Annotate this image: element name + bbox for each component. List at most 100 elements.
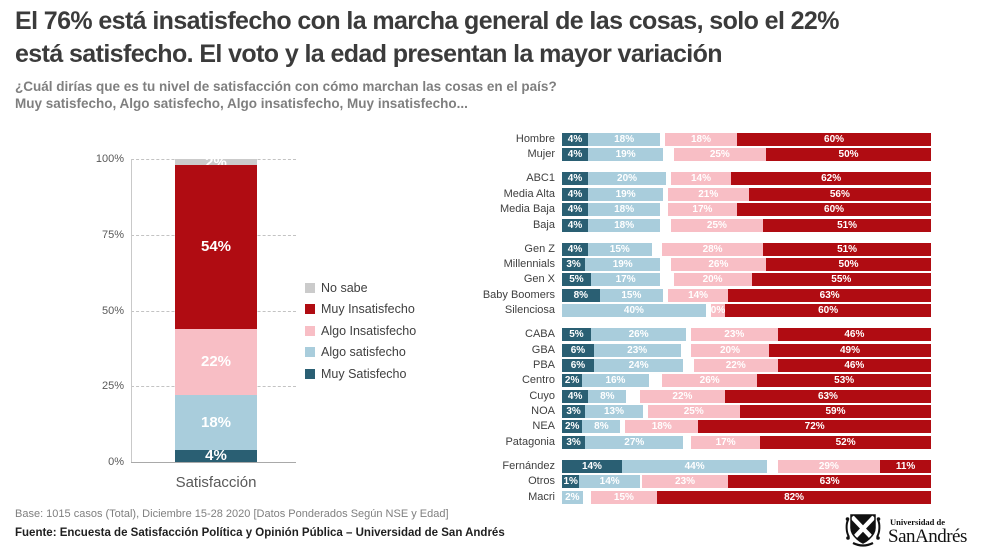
legend-item-no-sabe: No sabe: [305, 281, 416, 295]
row-bar: 5% 26% 23% 46%: [562, 328, 932, 342]
bar-segment-muy-insatisfecho: 11%: [880, 459, 931, 473]
bar-segment-muy-insatisfecho: 62%: [731, 172, 931, 186]
bar-segment-value: 0%: [710, 305, 726, 317]
bar-segment-value: 23%: [675, 476, 696, 488]
row-label: GBA: [531, 343, 555, 356]
row-group-nse: ABC1 4% 20% 14% 62% Media Alta 4% 19% 21% 56% Medi…: [460, 172, 932, 232]
bar-segment-muy-satisfecho: 4%: [562, 218, 589, 232]
row-group-region: CABA 5% 26% 23% 46% GBA 6% 23% 20% 49% PBA 6% 24% 22%…: [460, 328, 932, 449]
bar-segment-value: 63%: [819, 476, 840, 488]
row-bar: 6% 23% 20% 49%: [562, 343, 931, 357]
chart-row-cuyo: Cuyo 4% 8% 22% 63%: [460, 389, 931, 403]
bar-gap: [660, 257, 671, 271]
bar-segment-muy-satisfecho: 1%: [562, 475, 580, 489]
bar-segment-algo-insatisfecho: 25%: [670, 218, 764, 232]
header: El 76% está insatisfecho con la marcha g…: [15, 5, 980, 112]
bar-segment-algo-satisfecho: 19%: [588, 187, 664, 201]
row-bar: 3% 13% 25% 59%: [562, 405, 932, 419]
logo-text-small: Universidad de: [890, 517, 946, 527]
row-group-edad: Gen Z 4% 15% 28% 51% Millennials 3% 19% 26% 50% Ge…: [460, 242, 932, 318]
bar-segment-value: 18%: [200, 414, 232, 432]
legend-label: Algo satisfecho: [321, 345, 406, 360]
legend-item-muy-insatisfecho: Muy Insatisfecho: [305, 302, 416, 316]
bar-segment-value: 19%: [612, 258, 633, 270]
bar-segment-algo-insatisfecho: 0%: [710, 304, 726, 318]
bar-segment-value: 13%: [604, 406, 625, 418]
bar-segment-value: 14%: [599, 476, 620, 488]
row-label: Otros: [528, 475, 555, 488]
segment-breakdown-bar-chart: Hombre 4% 18% 18% 60% Mujer 4% 19% 25% 50% ABC1 4% 2…: [460, 133, 932, 515]
bar-segment-algo-satisfecho: 24%: [593, 358, 684, 372]
chart-row-media-baja: Media Baja 4% 18% 17% 60%: [460, 203, 931, 217]
bar-gap: [686, 328, 691, 342]
satisfaction-stacked-bar: 2% 54% 22% 18% 4%: [175, 155, 257, 465]
row-label: Silenciosa: [504, 304, 555, 317]
bar-segment-algo-satisfecho: 20%: [588, 172, 667, 186]
bar-segment-value: 29%: [818, 460, 839, 472]
bar-segment-value: 20%: [702, 274, 723, 286]
bar-segment-muy-satisfecho: 4%: [562, 148, 589, 162]
bar-segment-value: 5%: [569, 329, 584, 341]
bar-gap: [639, 475, 642, 489]
bar-segment-value: 22%: [672, 390, 693, 402]
bar-segment-algo-satisfecho: 19%: [585, 257, 661, 271]
bar-segment-algo-insatisfecho: 22%: [639, 389, 725, 403]
bar-segment-algo-satisfecho: 18%: [588, 218, 661, 232]
bar-segment-algo-satisfecho: 17%: [590, 273, 661, 287]
bar-segment-value: 20%: [719, 344, 740, 356]
bar-segment-value: 46%: [844, 329, 865, 341]
row-bar: 4% 19% 25% 50%: [562, 148, 932, 162]
bar-segment-algo-insatisfecho: 29%: [777, 459, 881, 473]
bar-segment-value: 50%: [838, 149, 859, 161]
bar-segment-muy-insatisfecho: 60%: [725, 304, 931, 318]
bar-segment-muy-insatisfecho: 56%: [748, 187, 932, 201]
bar-segment-value: 4%: [567, 204, 583, 216]
bar-segment-muy-insatisfecho: 63%: [728, 475, 931, 489]
chart-row-silenciosa: Silenciosa 40% 0% 60%: [460, 304, 931, 318]
bar-segment-algo-satisfecho: 15%: [599, 288, 664, 302]
bar-segment-algo-satisfecho: 15%: [588, 242, 652, 256]
y-tick-label-25: 25%: [101, 380, 124, 393]
chart-row-pba: PBA 6% 24% 22% 46%: [460, 358, 931, 372]
bar-segment-value: 8%: [594, 421, 609, 433]
row-bar: 4% 18% 25% 51%: [562, 218, 931, 232]
bar-segment-value: 59%: [825, 406, 846, 418]
bar-segment-value: 51%: [837, 243, 858, 255]
chart-row-baby-boomers: Baby Boomers 8% 15% 14% 63%: [460, 288, 931, 302]
bar-segment-value: 49%: [839, 344, 860, 356]
chart-row-baja: Baja 4% 18% 25% 51%: [460, 218, 931, 232]
chart-row-gba: GBA 6% 23% 20% 49%: [460, 343, 931, 357]
subtitle: ¿Cuál dirías que es tu nivel de satisfac…: [15, 78, 980, 112]
bar-gap: [767, 459, 778, 473]
row-bar: 4% 20% 14% 62%: [562, 172, 931, 186]
bar-segment-value: 4%: [205, 447, 227, 465]
legend-swatch-icon: [305, 304, 315, 315]
bar-segment-value: 26%: [708, 258, 729, 270]
footer-source-note: Fuente: Encuesta de Satisfacción Polític…: [15, 527, 505, 539]
bar-segment-muy-insatisfecho: 63%: [724, 389, 931, 403]
logo-text-large: SanAndrés: [888, 526, 967, 547]
bar-segment-algo-satisfecho: 27%: [585, 435, 684, 449]
footer: Base: 1015 casos (Total), Diciembre 15-2…: [15, 507, 505, 540]
bar-segment-value: 62%: [821, 173, 842, 185]
bar-segment-value: 25%: [709, 149, 730, 161]
legend-item-algo-insatisfecho: Algo Insatisfecho: [305, 324, 416, 338]
bar-segment-muy-insatisfecho: 46%: [777, 328, 932, 342]
bar-segment-muy-satisfecho: 6%: [562, 343, 594, 357]
bar-gap: [651, 242, 662, 256]
row-label: Baja: [532, 218, 555, 231]
legend-label: Muy Satisfecho: [321, 366, 407, 381]
bar-segment-muy-insatisfecho: 59%: [739, 405, 932, 419]
bar-segment-value: 4%: [567, 149, 583, 161]
bar-segment-algo-insatisfecho: 17%: [690, 435, 761, 449]
bar-gap: [680, 343, 691, 357]
bar-segment-muy-satisfecho: 4%: [562, 172, 589, 186]
bar-segment-muy-satisfecho: 14%: [562, 459, 622, 473]
row-label: Gen X: [523, 273, 555, 286]
bar-segment-value: 18%: [614, 219, 635, 231]
row-bar: 5% 17% 20% 55%: [562, 273, 931, 287]
gridline-0: [131, 462, 296, 463]
bar-gap: [660, 273, 674, 287]
bar-segment-muy-insatisfecho: 55%: [751, 273, 931, 287]
bar-segment-value: 19%: [615, 149, 636, 161]
